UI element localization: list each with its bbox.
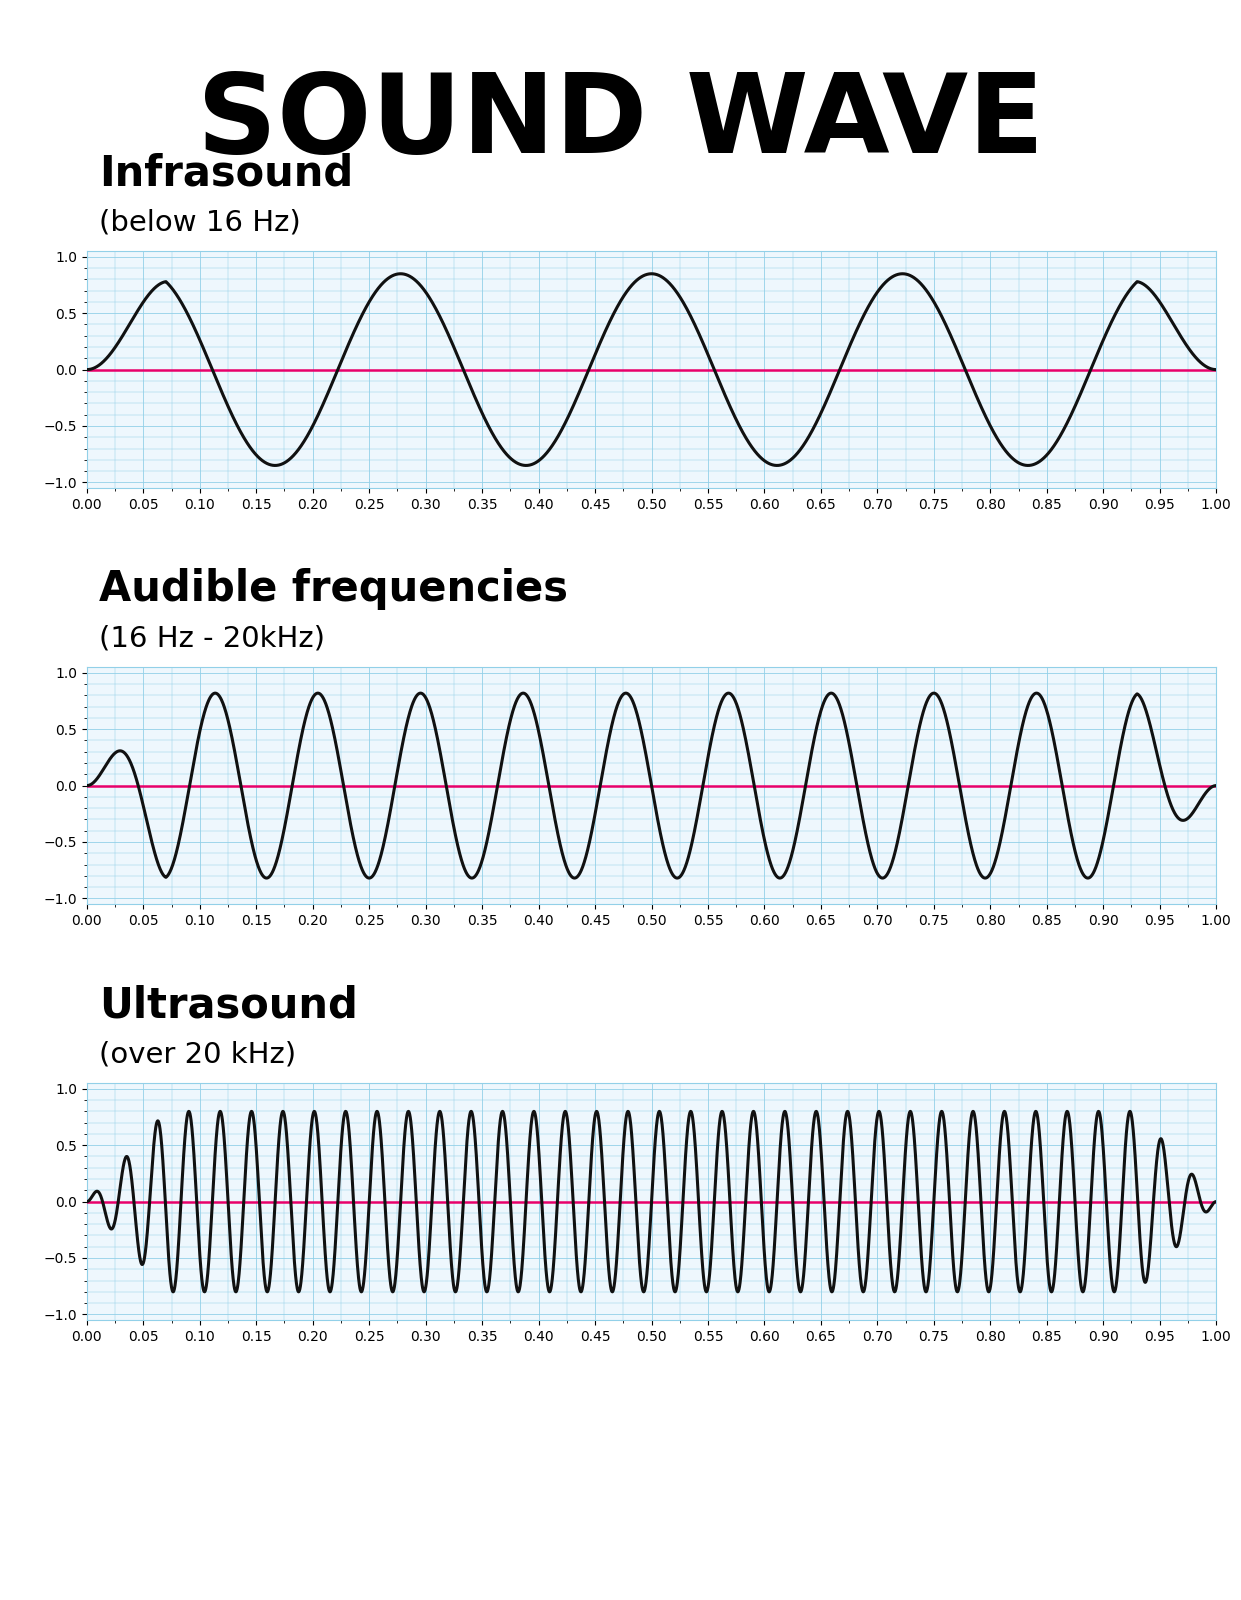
Text: SOUND WAVE: SOUND WAVE — [197, 69, 1044, 176]
Text: Infrasound: Infrasound — [99, 152, 354, 194]
Text: Ultrasound: Ultrasound — [99, 984, 359, 1026]
Text: (below 16 Hz): (below 16 Hz) — [99, 208, 302, 235]
Text: Audible frequencies: Audible frequencies — [99, 568, 568, 610]
Text: (16 Hz - 20kHz): (16 Hz - 20kHz) — [99, 624, 325, 653]
Text: (over 20 kHz): (over 20 kHz) — [99, 1040, 297, 1069]
